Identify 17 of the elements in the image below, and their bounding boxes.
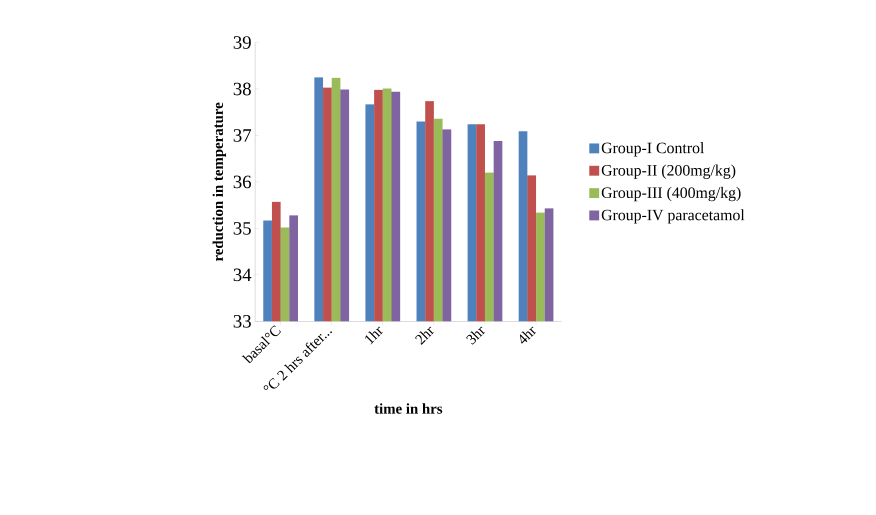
y-tick-label: 39 (234, 36, 251, 49)
y-tick-label: 33 (234, 314, 251, 328)
y-tick-label: 35 (234, 222, 251, 235)
x-tick-label: 3hr (466, 326, 486, 345)
y-tick-label: 36 (234, 176, 252, 188)
x-tick-label: 2hr (415, 326, 434, 345)
x-axis-title: time in hrs (374, 403, 442, 414)
x-tick-label: 1hr (365, 326, 383, 344)
y-axis-title: reduction in temperature (212, 102, 226, 262)
y-tick-label: 38 (234, 82, 251, 96)
x-tick-label: 4hr (520, 326, 536, 344)
legend-label: Group-I Control (602, 142, 704, 156)
y-tick-label: 34 (234, 268, 252, 282)
legend-label: Group-III (400mg/kg) (602, 186, 741, 202)
legend-label: Group-II (200mg/kg) (602, 164, 736, 179)
y-tick-label: 37 (234, 129, 252, 142)
legend-label: Group-IV paracetamol (602, 209, 744, 224)
